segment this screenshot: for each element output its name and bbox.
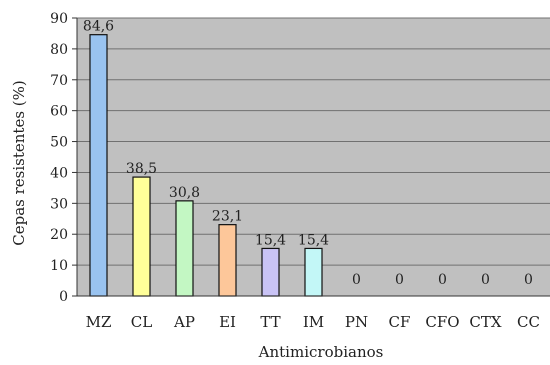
bar-mz [89,34,108,297]
y-axis: 0 10 20 30 40 50 60 70 80 90 [50,11,78,305]
bar-im [304,247,323,297]
data-label-mz: 84,6 [83,19,114,35]
x-tick-label-ap: AP [173,313,195,331]
data-label-ei: 23,1 [212,209,243,225]
x-tick-label-cl: CL [131,313,152,331]
x-tick-label-im: IM [303,313,324,331]
x-axis: MZ CL AP EI TT IM PN CF CFO CTX CC [77,295,550,331]
y-tick-label: 70 [50,73,68,89]
y-tick-label: 90 [50,11,68,27]
data-label-pn: 0 [352,272,361,288]
bar-ei [218,224,237,297]
bar-tt [261,247,280,297]
data-label-im: 15,4 [298,232,329,248]
x-tick-label-pn: PN [345,313,368,331]
data-label-ctx: 0 [481,272,490,288]
y-tick-label: 20 [50,227,68,243]
data-labels: 84,6 38,5 30,8 23,1 15,4 15,4 0 0 0 0 0 [83,19,533,288]
x-tick-label-ctx: CTX [469,313,501,331]
x-axis-title: Antimicrobianos [258,343,384,361]
y-tick-label: 40 [50,165,68,181]
x-tick-label-cfo: CFO [425,313,459,331]
data-label-cl: 38,5 [126,161,157,177]
x-tick-label-tt: TT [260,313,280,331]
data-label-tt: 15,4 [255,232,286,248]
bars [89,34,323,297]
data-label-cf: 0 [395,272,404,288]
x-tick-label-mz: MZ [86,313,112,331]
bar-ap [175,200,194,297]
bar-cl [132,176,151,297]
data-label-ap: 30,8 [169,185,200,201]
y-tick-label: 50 [50,135,68,151]
x-tick-label-cc: CC [517,313,540,331]
y-axis-title: Cepas resistentes (%) [10,80,28,246]
y-tick-label: 30 [50,196,68,212]
y-tick-label: 0 [59,289,68,305]
data-label-cc: 0 [524,272,533,288]
x-tick-label-ei: EI [219,313,236,331]
y-tick-label: 80 [50,42,68,58]
y-tick-label: 10 [50,258,68,274]
x-tick-label-cf: CF [389,313,411,331]
grid-lines [77,17,550,266]
data-label-cfo: 0 [438,272,447,288]
y-tick-label: 60 [50,104,68,120]
